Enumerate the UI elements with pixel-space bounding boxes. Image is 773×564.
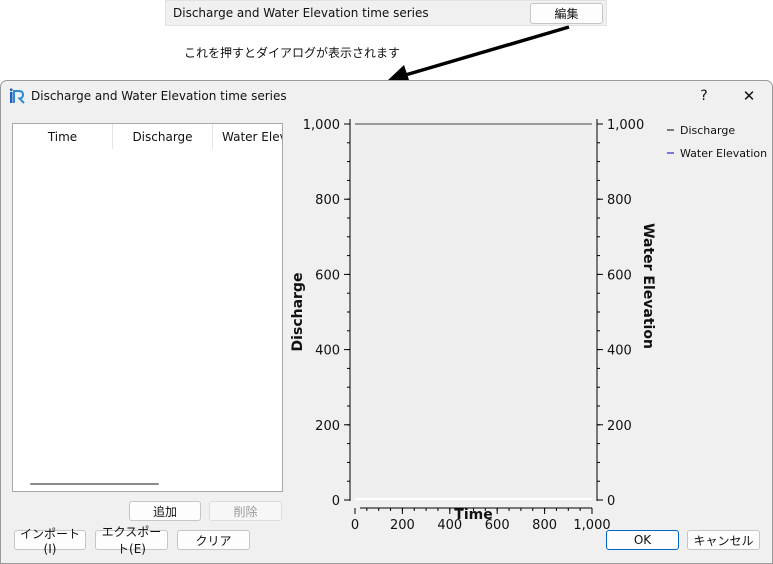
- y-tick-label: 1,000: [303, 118, 340, 133]
- column-header-discharge[interactable]: Discharge: [113, 124, 213, 149]
- delete-button[interactable]: 削除: [209, 501, 282, 521]
- annotation-arrow: [387, 25, 570, 83]
- help-button[interactable]: ?: [700, 88, 708, 104]
- y-tick-label: 600: [315, 268, 340, 283]
- time-series-table[interactable]: Time Discharge Water Eleva: [12, 123, 283, 492]
- column-header-time[interactable]: Time: [13, 124, 113, 149]
- y-tick-label: 0: [332, 494, 340, 509]
- y2-tick-label: 400: [607, 344, 632, 359]
- y-axis-title: Discharge: [290, 273, 306, 352]
- time-series-dialog: Discharge and Water Elevation time serie…: [0, 80, 773, 564]
- y-tick-label: 800: [315, 193, 340, 208]
- export-button[interactable]: エクスポート(E): [95, 525, 168, 556]
- legend-label: Water Elevation: [680, 147, 767, 160]
- app-icon: [9, 88, 25, 104]
- y2-tick-label: 800: [607, 193, 632, 208]
- close-button[interactable]: ✕: [742, 87, 756, 105]
- plot-area: [355, 124, 592, 500]
- x-tick-label: 400: [437, 518, 462, 531]
- y-tick-label: 400: [315, 344, 340, 359]
- ok-button[interactable]: OK: [606, 530, 679, 550]
- add-button[interactable]: 追加: [129, 501, 201, 521]
- dialog-titlebar: Discharge and Water Elevation time serie…: [1, 81, 772, 111]
- x-tick-label: 200: [390, 518, 415, 531]
- legend-label: Discharge: [680, 124, 735, 137]
- y2-tick-label: 1,000: [607, 118, 644, 133]
- y2-axis-title: Water Elevation: [640, 223, 656, 349]
- horizontal-scrollbar[interactable]: [30, 483, 159, 485]
- table-header: Time Discharge Water Eleva: [13, 124, 282, 149]
- edit-button[interactable]: 編集: [530, 3, 603, 24]
- y2-tick-label: 200: [607, 419, 632, 434]
- y-tick-label: 200: [315, 419, 340, 434]
- x-tick-label: 800: [532, 518, 557, 531]
- x-tick-label: 600: [485, 518, 510, 531]
- import-button[interactable]: インポート(I): [14, 527, 86, 556]
- x-axis-title: Time: [454, 507, 492, 523]
- property-row: Discharge and Water Elevation time serie…: [165, 0, 607, 26]
- x-tick-label: 1,000: [573, 518, 610, 531]
- dialog-title: Discharge and Water Elevation time serie…: [31, 89, 287, 103]
- x-tick-label: 0: [351, 518, 359, 531]
- property-label: Discharge and Water Elevation time serie…: [173, 6, 429, 20]
- y2-tick-label: 600: [607, 268, 632, 283]
- annotation-note: これを押すとダイアログが表示されます: [184, 46, 401, 60]
- cancel-button[interactable]: キャンセル: [687, 530, 760, 550]
- column-header-water-elevation[interactable]: Water Eleva: [213, 124, 282, 149]
- time-series-chart: 0 200 400 600 800 1,000 0 200 400 600 800 1,000 0 200…: [290, 118, 767, 531]
- y2-tick-label: 0: [607, 494, 615, 509]
- clear-button[interactable]: クリア: [177, 530, 250, 550]
